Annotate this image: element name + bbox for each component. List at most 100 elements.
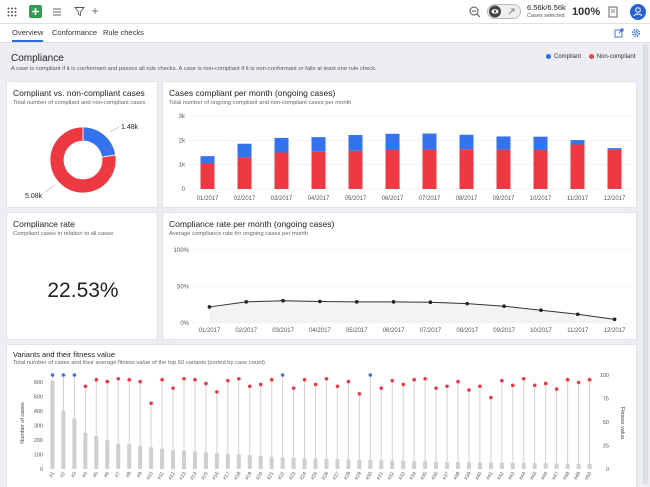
variant-fitness-point [116,376,121,381]
add-filter-icon[interactable] [90,6,100,16]
variants-ytick-right: 25 [603,444,609,450]
rate-point [502,304,506,309]
monthly-bar-noncompliant [570,144,585,189]
monthly-xtick: 08/2017 [456,196,478,202]
variant-bar [357,459,362,469]
monthly-title: Cases compliant per month (ongoing cases… [169,88,336,98]
page-title: Compliance [11,53,64,64]
variant-fitness-point [247,384,252,389]
variant-fitness-point [335,384,340,389]
monthly-bar-noncompliant [311,151,326,189]
variants-ylabel-right: Fitness value [619,407,625,439]
view-toggle[interactable] [487,4,521,19]
variant-fitness-point [346,379,351,384]
monthly-bar-noncompliant [237,157,252,189]
monthly-bar-compliant [533,136,548,151]
variant-fitness-point [127,377,131,382]
variants-ytick-right: 50 [603,420,609,426]
variant-xtick: #40 [474,471,483,481]
rate-ytick: 50% [177,285,190,291]
variant-bar [565,463,570,469]
variant-bar [94,435,99,469]
monthly-bar-compliant [274,137,289,153]
variant-xtick: #20 [255,471,264,481]
variant-fitness-point [94,377,99,382]
variant-bar [72,418,77,469]
variant-fitness-point [302,377,307,382]
tab-overview[interactable]: Overview [12,28,44,42]
variant-xtick: #43 [507,471,516,481]
variant-xtick: #17 [222,471,231,481]
apps-grid-icon[interactable] [7,7,17,17]
variant-bar [160,448,165,469]
zoom-icon[interactable] [468,5,481,18]
variant-bar [587,463,592,469]
filter-icon[interactable] [74,6,85,17]
variant-bar [576,463,581,469]
settings-gear-icon[interactable] [631,28,641,38]
donut-slice-noncompliant [49,126,117,194]
variants-ytick-left: 200 [34,438,43,444]
variant-bar [214,453,219,469]
variant-fitness-point [324,376,329,381]
variant-fitness-point [401,382,406,387]
variant-fitness-point [83,384,88,389]
monthly-bar-compliant [607,148,622,150]
scrollbar[interactable] [643,44,648,484]
variant-xtick: #3 [70,471,78,479]
rate-point [575,312,580,317]
rate-xtick: 08/2017 [456,328,478,334]
rate-card: Compliance rate Compliant cases in relat… [6,212,158,340]
monthly-xtick: 02/2017 [234,196,256,202]
monthly-bar-noncompliant [385,150,400,189]
variant-bar [445,462,450,469]
variants-ytick-left: 100 [34,453,43,459]
variant-xtick: #34 [409,471,418,481]
monthly-xtick: 05/2017 [345,196,367,202]
monthly-bar-noncompliant [607,149,622,189]
monthly-ytick: 1k [179,163,186,169]
variant-bar [116,443,121,469]
bookmark-icon[interactable] [608,6,618,18]
donut-label-noncompliant: 5.08k [25,193,43,200]
variant-bar [324,458,329,469]
variant-fitness-point [368,373,373,377]
rate-point [281,298,285,303]
rate-monthly-subtitle: Average compliance rate for ongoing case… [169,231,309,237]
donut-title: Compliant vs. non-compliant cases [13,88,145,98]
variant-fitness-point [543,381,548,386]
variant-bar [313,458,318,469]
variant-bar [138,445,143,469]
rate-xtick: 04/2017 [309,328,331,334]
variant-fitness-point [171,386,175,390]
variant-xtick: #44 [518,471,527,481]
variant-fitness-point [50,373,55,377]
variant-bar [269,456,274,469]
variant-bar [291,457,296,469]
variant-fitness-point [412,377,416,382]
monthly-xtick: 10/2017 [530,196,552,202]
list-icon[interactable] [52,7,62,17]
add-button[interactable] [29,5,42,18]
variant-xtick: #36 [430,471,439,481]
tab-conformance[interactable]: Conformance [52,28,98,37]
monthly-card: Cases compliant per month (ongoing cases… [162,81,637,208]
variants-ytick-left: 400 [34,409,43,415]
variant-fitness-point [291,386,296,390]
variant-bar [127,444,132,469]
export-icon[interactable] [614,28,624,38]
rate-line-chart: 0% 50% 100% 01/2017 02/2017 03/2017 04/2017 05/… [174,248,633,334]
cases-percent: 100% [572,6,601,18]
rate-xtick: 05/2017 [346,328,368,334]
variant-xtick: #9 [136,471,144,479]
variant-bar [182,450,186,469]
monthly-xtick: 11/2017 [567,196,589,202]
variant-xtick: #1 [48,471,56,479]
variant-fitness-point [193,377,197,382]
monthly-bar-noncompliant [274,152,289,189]
variant-fitness-point [587,377,592,382]
tab-rule-checks[interactable]: Rule checks [103,28,144,37]
rate-point [354,300,359,304]
variants-ytick-left: 500 [34,395,43,401]
user-avatar[interactable] [630,4,646,20]
